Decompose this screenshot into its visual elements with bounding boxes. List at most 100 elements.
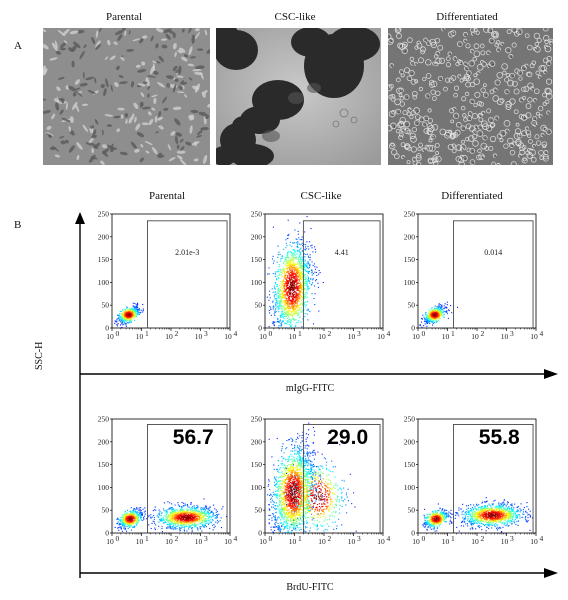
- scatter-point: [125, 317, 127, 319]
- scatter-point: [287, 276, 289, 278]
- scatter-point: [274, 314, 276, 317]
- scatter-point: [125, 315, 128, 317]
- scatter-point: [126, 515, 128, 517]
- scatter-point: [278, 300, 281, 302]
- scatter-point: [304, 301, 306, 304]
- scatter-point: [163, 520, 165, 522]
- scatter-point: [195, 512, 197, 514]
- scatter-point: [298, 462, 300, 464]
- scatter-point: [124, 315, 126, 317]
- scatter-point: [137, 311, 139, 313]
- scatter-point: [297, 242, 299, 244]
- scatter-point: [204, 508, 206, 510]
- scatter-point: [293, 252, 295, 254]
- scatter-point: [288, 324, 290, 326]
- scatter-point: [307, 308, 309, 310]
- scatter-point: [128, 316, 130, 318]
- scatter-point: [286, 307, 288, 309]
- scatter-point: [294, 473, 296, 475]
- scatter-point: [185, 525, 187, 528]
- scatter-point: [444, 307, 446, 309]
- scatter-point: [126, 322, 129, 324]
- scatter-point: [289, 321, 291, 323]
- scatter-point: [136, 507, 138, 509]
- scatter-point: [183, 527, 186, 529]
- scatter-point: [198, 516, 200, 518]
- scatter-point: [314, 271, 316, 273]
- scatter-point: [273, 285, 275, 287]
- scatter-point: [121, 320, 123, 322]
- scatter-point: [293, 280, 295, 282]
- scatter-point: [139, 509, 141, 511]
- scatter-point: [285, 284, 287, 286]
- scatter-point: [429, 323, 431, 325]
- scatter-point: [129, 514, 131, 516]
- scatter-point: [132, 313, 134, 315]
- scatter-point: [202, 516, 204, 518]
- scatter-point: [312, 442, 314, 444]
- scatter-point: [292, 306, 294, 308]
- scatter-point: [180, 517, 182, 519]
- scatter-point: [290, 319, 292, 321]
- scatter-point: [135, 306, 137, 308]
- scatter-point: [133, 526, 135, 528]
- scatter-point: [289, 266, 291, 269]
- scatter-point: [313, 517, 315, 519]
- scatter-point: [121, 318, 124, 321]
- scatter-point: [276, 301, 278, 303]
- scatter-point: [307, 280, 310, 282]
- scatter-point: [281, 297, 283, 299]
- scatter-point: [436, 317, 438, 319]
- scatter-point: [300, 498, 302, 500]
- panel-a-letter: A: [14, 40, 22, 52]
- scatter-point: [117, 521, 119, 523]
- scatter-point: [144, 510, 146, 512]
- scatter-point: [297, 270, 299, 272]
- scatter-point: [292, 283, 294, 286]
- scatter-point: [298, 276, 300, 278]
- scatter-point: [144, 513, 146, 515]
- scatter-point: [296, 257, 298, 259]
- scatter-point: [305, 280, 307, 283]
- scatter-point: [307, 277, 310, 279]
- scatter-point: [295, 269, 297, 271]
- scatter-point: [128, 525, 130, 527]
- scatter-point: [120, 316, 123, 318]
- scatter-point: [281, 302, 284, 304]
- scatter-point: [123, 316, 125, 318]
- scatter-point: [201, 515, 203, 517]
- scatter-point: [284, 276, 286, 278]
- scatter-point: [127, 319, 129, 321]
- scatter-point: [131, 515, 133, 517]
- scatter-point: [293, 266, 295, 268]
- scatter-point: [279, 531, 281, 533]
- scatter-point: [218, 513, 220, 515]
- scatter-point: [288, 257, 290, 259]
- scatter-point: [281, 284, 283, 286]
- scatter-point: [280, 292, 282, 294]
- scatter-point: [299, 279, 301, 281]
- scatter-point: [211, 517, 213, 519]
- scatter-point: [289, 307, 291, 309]
- scatter-point: [126, 522, 128, 524]
- scatter-point: [306, 267, 308, 269]
- scatter-point: [141, 512, 143, 514]
- scatter-point: [285, 293, 287, 295]
- scatter-point: [286, 285, 288, 288]
- scatter-point: [125, 325, 127, 327]
- scatter-point: [286, 279, 288, 282]
- scatter-point: [304, 287, 306, 289]
- scatter-point: [292, 306, 294, 308]
- scatter-point: [125, 521, 127, 523]
- scatter-point: [121, 322, 123, 324]
- scatter-point: [290, 507, 292, 510]
- scatter-point: [181, 525, 183, 527]
- scatter-point: [301, 288, 303, 290]
- scatter-point: [130, 514, 132, 516]
- scatter-point: [183, 520, 186, 522]
- scatter-point: [122, 317, 124, 319]
- scatter-point: [193, 518, 195, 520]
- y-tick-label: 250: [98, 210, 110, 219]
- scatter-point: [291, 505, 293, 508]
- scatter-point: [306, 216, 308, 218]
